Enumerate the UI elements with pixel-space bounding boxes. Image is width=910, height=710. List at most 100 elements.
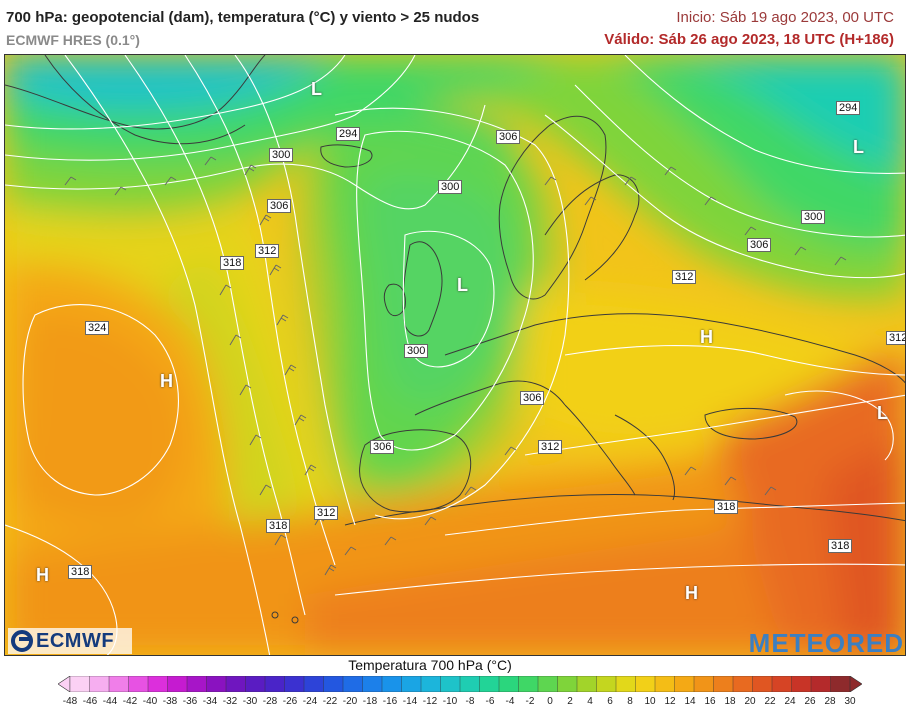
legend-tick-label: -12 [422, 696, 438, 707]
contour-label: 318 [828, 539, 853, 553]
contour-label: 318 [68, 565, 93, 579]
legend-swatch [810, 676, 831, 692]
legend-tick-label: -36 [182, 696, 198, 707]
valid-time: Válido: Sáb 26 ago 2023, 18 UTC (H+186) [604, 31, 894, 48]
contour-label: 312 [672, 270, 697, 284]
legend-swatch [752, 676, 773, 692]
legend-swatch [225, 676, 246, 692]
ecmwf-logo-text: ECMWF [36, 629, 115, 652]
legend-tick-label: 4 [587, 696, 593, 707]
contour-label: 300 [269, 148, 294, 162]
legend-swatch [576, 676, 597, 692]
legend-swatch [284, 676, 305, 692]
legend-swatch [771, 676, 792, 692]
high-pressure-center: H [160, 371, 173, 391]
weather-map[interactable]: 294 300 306 312 318 324 294 300 306 312 … [4, 54, 906, 656]
legend-tick-label: 18 [724, 696, 736, 707]
legend-tick-label: -26 [282, 696, 298, 707]
legend-arrow-low [58, 676, 71, 692]
legend-swatch [342, 676, 363, 692]
legend-swatch [537, 676, 558, 692]
legend-tick-label: 8 [627, 696, 633, 707]
contour-label: 294 [836, 101, 861, 115]
legend-swatch [459, 676, 480, 692]
legend-tick-label: 30 [844, 696, 856, 707]
legend-tick-label: -10 [442, 696, 458, 707]
legend-swatch [167, 676, 188, 692]
high-pressure-center: H [700, 327, 713, 347]
legend-tick-label: -6 [485, 696, 495, 707]
low-pressure-center: L [311, 79, 322, 99]
legend-tick-label: -24 [302, 696, 318, 707]
legend-swatch [128, 676, 149, 692]
legend-tick-label: -8 [465, 696, 475, 707]
legend-tick-label: 2 [567, 696, 573, 707]
contour-label: 306 [267, 199, 292, 213]
contour-label: 318 [714, 500, 739, 514]
contour-label: 300 [801, 210, 826, 224]
ecmwf-logo: ECMWF [8, 628, 132, 654]
legend-swatch [596, 676, 617, 692]
legend-swatch [323, 676, 344, 692]
contour-label: 318 [220, 256, 245, 270]
legend-swatch [381, 676, 402, 692]
legend-tick-label: -4 [505, 696, 515, 707]
meteored-logo: METEORED [748, 628, 904, 658]
legend-tick-label: -42 [122, 696, 138, 707]
contour-label: 312 [255, 244, 280, 258]
legend-swatch [479, 676, 500, 692]
legend-tick-label: -46 [82, 696, 98, 707]
legend-swatch [713, 676, 734, 692]
legend-swatch [108, 676, 129, 692]
legend-tick-label: 26 [804, 696, 816, 707]
legend-tick-label: 12 [664, 696, 676, 707]
legend-tick-label: -48 [62, 696, 78, 707]
legend-tick-label: -22 [322, 696, 338, 707]
legend-tick-label: -20 [342, 696, 358, 707]
legend-swatch [264, 676, 285, 692]
legend-swatch [245, 676, 266, 692]
legend-tick-label: 16 [704, 696, 716, 707]
legend-swatch [186, 676, 207, 692]
legend-tick-label: 28 [824, 696, 836, 707]
color-scale [58, 676, 862, 692]
contour-label: 312 [886, 331, 905, 345]
legend-swatch [498, 676, 519, 692]
legend-swatch [303, 676, 324, 692]
legend-swatch [557, 676, 578, 692]
ecmwf-logo-icon [11, 630, 33, 652]
legend-tick-label: 20 [744, 696, 756, 707]
legend-swatch [420, 676, 441, 692]
contour-label: 312 [314, 506, 339, 520]
legend-swatch [635, 676, 656, 692]
init-time: Inicio: Sáb 19 ago 2023, 00 UTC [676, 9, 894, 26]
legend-tick-label: 24 [784, 696, 796, 707]
low-pressure-center: L [853, 137, 864, 157]
legend-title: Temperatura 700 hPa (°C) [348, 657, 512, 673]
contour-label: 306 [520, 391, 545, 405]
coastlines [5, 55, 905, 624]
contour-label: 300 [404, 344, 429, 358]
legend-swatch [830, 676, 851, 692]
legend-tick-label: 22 [764, 696, 776, 707]
legend-tick-label: -38 [162, 696, 178, 707]
contour-label: 306 [496, 130, 521, 144]
legend-swatch [362, 676, 383, 692]
legend-tick-label: 0 [547, 696, 553, 707]
legend-swatch [147, 676, 168, 692]
legend-ticks: -48 -46 -44 -42 -40 -38 -36 -34 -32 -30 -28 -26 -24-… [0, 696, 910, 710]
legend-tick-label: -18 [362, 696, 378, 707]
legend-swatch [69, 676, 90, 692]
legend-swatch [440, 676, 461, 692]
wind-barbs [64, 156, 847, 576]
legend-swatch [615, 676, 636, 692]
legend-tick-label: -40 [142, 696, 158, 707]
legend-tick-label: -28 [262, 696, 278, 707]
legend-swatch [518, 676, 539, 692]
high-pressure-center: H [685, 583, 698, 603]
temperature-field [5, 55, 905, 655]
contour-label: 300 [438, 180, 463, 194]
legend-tick-label: -44 [102, 696, 118, 707]
legend-swatch [206, 676, 227, 692]
legend-tick-label: -2 [525, 696, 535, 707]
